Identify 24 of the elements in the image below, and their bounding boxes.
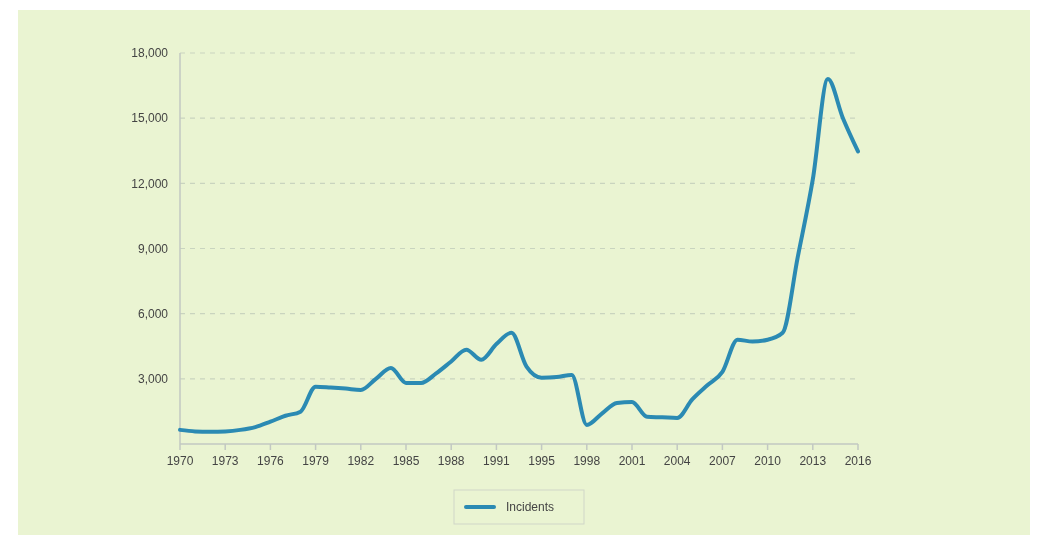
y-tick-label: 12,000	[131, 176, 169, 191]
x-tick-label: 1973	[211, 454, 239, 468]
x-tick-label: 2013	[799, 454, 827, 468]
x-tick-label: 1988	[437, 454, 465, 468]
x-tick-label: 1995	[528, 454, 556, 468]
y-tick-label: 18,000	[131, 46, 169, 61]
x-tick-label: 2010	[754, 454, 782, 468]
x-tick-label: 2007	[709, 454, 737, 468]
x-tick-label: 1979	[302, 454, 330, 468]
x-tick-label: 1985	[392, 454, 420, 468]
legend-label: Incidents	[506, 500, 555, 515]
x-tick-label: 2004	[663, 454, 691, 468]
x-tick-label: 1970	[166, 454, 194, 468]
x-tick-label: 1982	[347, 454, 375, 468]
x-tick-label: 1998	[573, 454, 601, 468]
y-tick-label: 3,000	[137, 372, 169, 387]
line-series	[178, 77, 860, 434]
y-tick-label: 15,000	[131, 111, 169, 126]
x-tick-label: 1976	[257, 454, 285, 468]
x-tick-label: 2001	[618, 454, 646, 468]
y-tick-label: 6,000	[137, 306, 169, 321]
x-tick-label: 1991	[483, 454, 511, 468]
y-tick-label: 9,000	[137, 241, 169, 256]
x-tick-label: 2016	[844, 454, 872, 468]
